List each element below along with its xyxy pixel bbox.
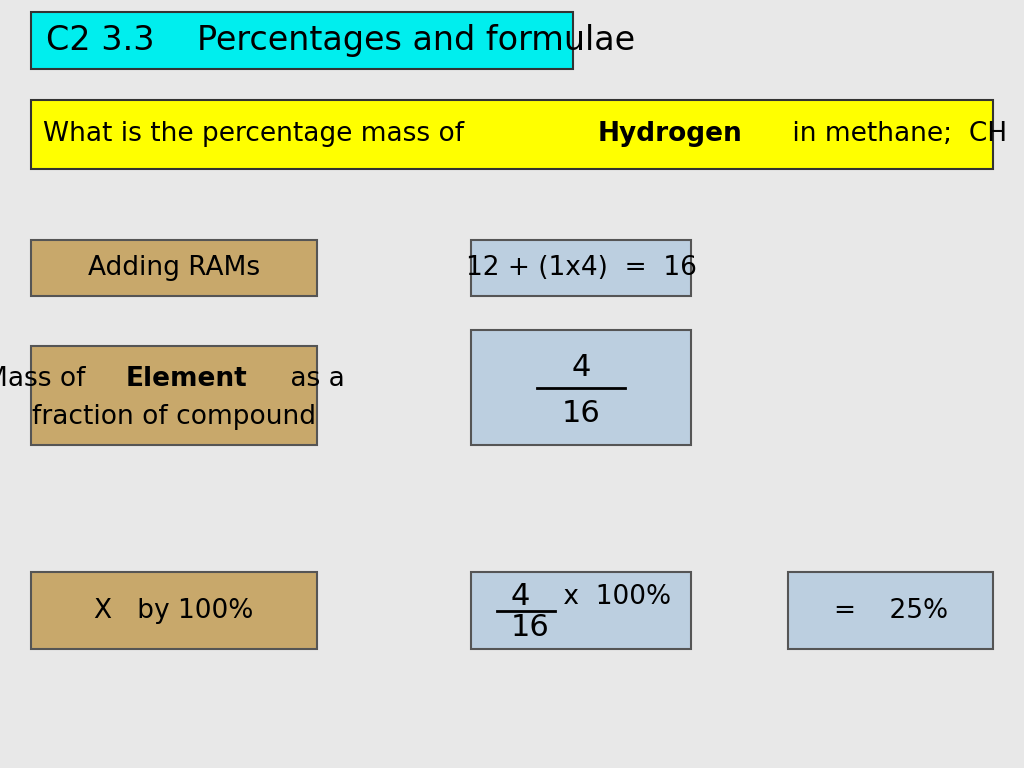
Text: fraction of compound: fraction of compound <box>32 405 316 431</box>
Bar <box>31 346 317 445</box>
Bar <box>31 100 993 169</box>
Text: 12 + (1x4)  =  16: 12 + (1x4) = 16 <box>466 255 696 281</box>
Bar <box>471 330 691 445</box>
Bar <box>31 240 317 296</box>
Bar <box>788 572 993 649</box>
Text: =    25%: = 25% <box>834 598 948 624</box>
Text: 16: 16 <box>511 613 550 642</box>
Text: Adding RAMs: Adding RAMs <box>88 255 260 281</box>
Bar <box>31 572 317 649</box>
Text: 16: 16 <box>562 399 600 428</box>
Text: Mass of: Mass of <box>0 366 93 392</box>
Text: 4: 4 <box>571 353 591 382</box>
Text: in methane;  CH: in methane; CH <box>784 121 1007 147</box>
Text: x  100%: x 100% <box>555 584 671 610</box>
Bar <box>31 12 573 69</box>
Bar <box>471 240 691 296</box>
Text: as a: as a <box>283 366 345 392</box>
Text: C2 3.3    Percentages and formulae: C2 3.3 Percentages and formulae <box>46 24 635 57</box>
Text: 4: 4 <box>511 582 530 611</box>
Text: What is the percentage mass of: What is the percentage mass of <box>43 121 472 147</box>
Bar <box>471 572 691 649</box>
Text: Hydrogen: Hydrogen <box>597 121 742 147</box>
Text: Element: Element <box>125 366 247 392</box>
Text: X   by 100%: X by 100% <box>94 598 254 624</box>
